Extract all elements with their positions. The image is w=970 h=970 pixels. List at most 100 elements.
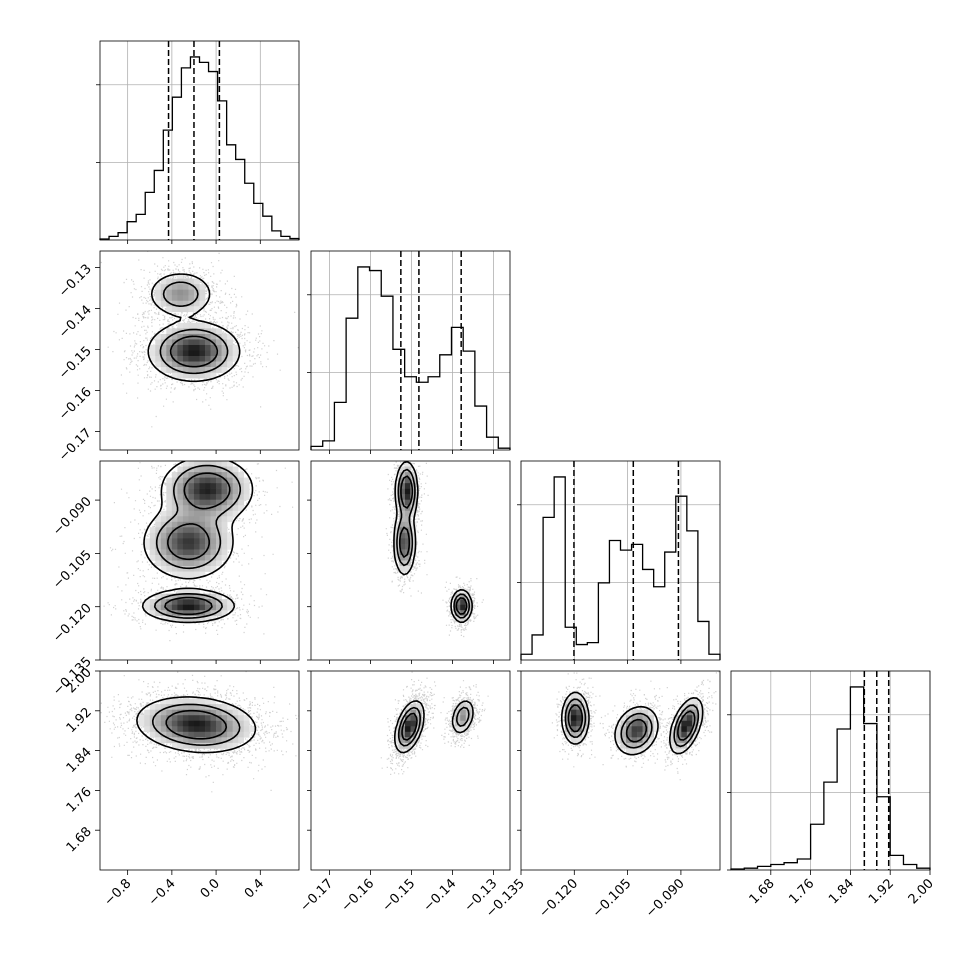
- x-tick-label: 1.84: [826, 876, 857, 907]
- density-cell: [138, 715, 145, 722]
- density-cell: [155, 284, 162, 290]
- density-cell: [188, 499, 195, 506]
- density-cell: [216, 361, 222, 368]
- density-cell: [171, 593, 178, 600]
- density-cell: [221, 610, 228, 617]
- scatter-panel-2-1: [310, 460, 511, 661]
- density-cell: [177, 560, 184, 567]
- density-cell: [460, 599, 467, 606]
- density-cell: [216, 477, 222, 484]
- density-cell: [171, 372, 178, 379]
- density-cell: [243, 477, 250, 484]
- density-cell: [182, 527, 189, 534]
- density-cell: [570, 726, 577, 733]
- density-cell: [570, 709, 577, 716]
- density-cell: [166, 306, 173, 313]
- density-cell: [188, 610, 195, 617]
- density-cell: [188, 737, 195, 744]
- density-cell: [166, 289, 173, 296]
- density-cell: [681, 704, 688, 710]
- density-cell: [171, 499, 178, 506]
- density-cell: [166, 610, 173, 617]
- density-cell: [210, 604, 217, 611]
- density-cell: [210, 510, 217, 517]
- density-cell: [144, 543, 151, 550]
- density-cell: [166, 715, 173, 722]
- density-cell: [404, 472, 411, 478]
- contour-line: [398, 475, 468, 615]
- density-cell: [155, 350, 162, 357]
- density-cell: [199, 322, 206, 329]
- density-cell: [210, 483, 217, 489]
- density-cell: [460, 720, 467, 727]
- density-cell: [160, 604, 167, 611]
- density-cell: [171, 510, 178, 517]
- density-cell: [182, 715, 189, 722]
- density-cell: [232, 494, 239, 500]
- density-cell: [410, 505, 417, 512]
- density-cell: [216, 516, 222, 523]
- density-cell: [238, 726, 245, 733]
- density-cell: [188, 328, 195, 335]
- density-cell: [193, 328, 200, 335]
- panel-frame: [520, 670, 721, 871]
- density-cell: [692, 709, 699, 716]
- density-cell: [210, 361, 217, 368]
- density-cell: [155, 715, 162, 722]
- density-cell: [177, 499, 184, 506]
- x-tick-label: 0.0: [198, 876, 223, 901]
- density-cell: [193, 566, 200, 572]
- density-cell: [171, 560, 178, 567]
- density-cell: [193, 300, 200, 307]
- y-tick-label: −0.15: [56, 344, 95, 383]
- density-cell: [188, 322, 195, 329]
- density-cell: [144, 604, 151, 611]
- density-cell: [188, 344, 195, 351]
- density-cell: [199, 538, 206, 545]
- density-cell: [155, 560, 162, 567]
- density-cell: [399, 543, 406, 550]
- contour-line: [396, 468, 471, 619]
- density-cell: [171, 538, 178, 545]
- contour-line: [564, 698, 700, 749]
- density-cell: [216, 344, 222, 351]
- density-cell: [576, 709, 583, 716]
- density-cell: [216, 505, 222, 512]
- density-cell: [193, 494, 200, 500]
- density-cell: [210, 543, 217, 550]
- density-cell: [205, 554, 211, 561]
- density-cell: [193, 532, 200, 539]
- density-cell: [155, 516, 162, 523]
- density-cell: [171, 300, 178, 307]
- density-cell: [193, 560, 200, 567]
- density-cell: [216, 339, 222, 346]
- density-cell: [216, 466, 222, 473]
- density-cell: [149, 538, 156, 545]
- density-cell: [177, 593, 184, 600]
- density-cell: [166, 477, 173, 484]
- density-cell: [393, 527, 400, 534]
- density-cell: [177, 566, 184, 572]
- density-cell: [188, 372, 195, 379]
- density-cell: [188, 521, 195, 528]
- density-cell: [460, 593, 467, 600]
- histogram-panel-0: [96, 40, 300, 241]
- density-cell: [144, 726, 151, 733]
- density-cell: [166, 566, 173, 572]
- density-cell: [460, 715, 467, 722]
- density-cell: [205, 737, 211, 744]
- density-cell: [188, 742, 195, 749]
- density-cell: [177, 356, 184, 362]
- density-cell: [686, 704, 693, 710]
- density-cell: [227, 604, 233, 611]
- density-cell: [160, 720, 167, 727]
- density-cell: [166, 720, 173, 727]
- density-cell: [177, 720, 184, 727]
- density-cell: [177, 615, 184, 622]
- density-cell: [631, 748, 638, 755]
- density-cell: [410, 549, 417, 556]
- density-cell: [221, 521, 228, 528]
- density-cell: [166, 521, 173, 528]
- density-cell: [221, 604, 228, 611]
- density-cell: [410, 472, 417, 478]
